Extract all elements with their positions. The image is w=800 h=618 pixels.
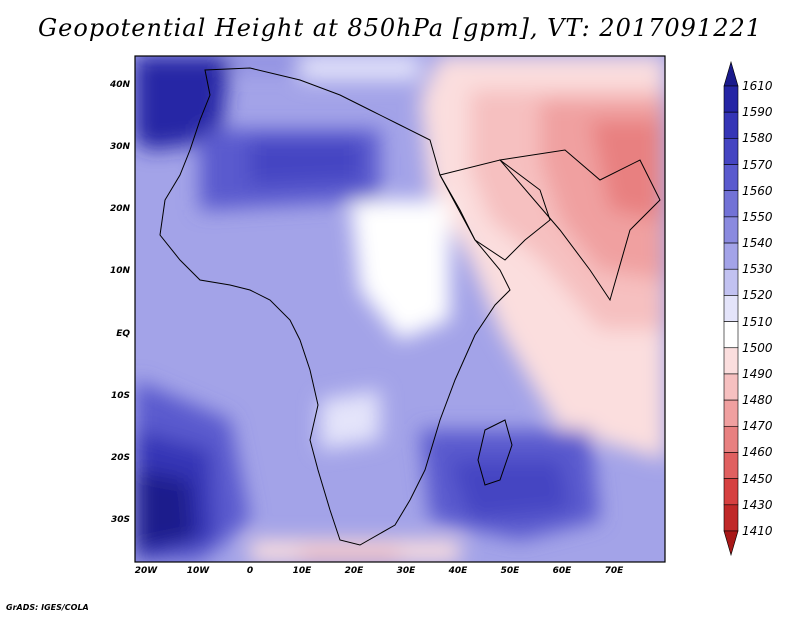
colorbar-level-label: 1460 <box>742 445 773 460</box>
colorbar-level-label: 1520 <box>742 288 773 303</box>
colorbar-level-label: 1550 <box>742 209 773 224</box>
colorbar-level-label: 1580 <box>742 131 773 146</box>
lat-label: 20S <box>110 453 130 463</box>
lon-label: 20E <box>344 566 364 576</box>
colorbar-swatch <box>723 216 739 244</box>
colorbar-cap-top <box>723 60 739 87</box>
lon-label: 30E <box>396 566 416 576</box>
colorbar-level-label: 1530 <box>742 262 773 277</box>
colorbar-swatch <box>723 295 739 322</box>
colorbar-level-label: 1540 <box>742 236 773 251</box>
coastlines <box>159 67 661 546</box>
colorbar-swatch <box>723 425 739 453</box>
lon-label: 50E <box>500 566 520 576</box>
lon-label: 40E <box>448 566 468 576</box>
lon-label: 20W <box>134 566 158 576</box>
colorbar-swatch <box>723 504 739 532</box>
colorbar <box>723 60 739 557</box>
lat-label: 40N <box>109 80 130 90</box>
lat-label: 30N <box>109 142 130 152</box>
colorbar-swatch <box>723 190 739 218</box>
lon-label: 60E <box>552 566 572 576</box>
lat-label: 30S <box>110 515 130 525</box>
colorbar-swatch <box>723 373 739 401</box>
lon-label: 10E <box>292 566 312 576</box>
lat-label: 10N <box>109 266 130 276</box>
lat-label: 10S <box>110 391 130 401</box>
colorbar-swatch <box>723 164 739 192</box>
colorbar-cap-bottom <box>723 530 739 557</box>
lon-label: 70E <box>604 566 624 576</box>
colorbar-swatch <box>723 85 739 113</box>
height-field <box>135 56 665 562</box>
colorbar-level-label: 1470 <box>742 419 773 434</box>
lon-label: 10W <box>186 566 210 576</box>
colorbar-level-label: 1570 <box>742 157 773 172</box>
map-title: Geopotential Height at 850hPa [gpm], VT:… <box>38 14 762 42</box>
colorbar-level-label: 1560 <box>742 183 773 198</box>
colorbar-level-label: 1480 <box>742 393 773 408</box>
colorbar-swatch <box>723 478 739 506</box>
colorbar-level-label: 1450 <box>742 471 773 486</box>
map-frame <box>134 55 666 563</box>
colorbar-level-label: 1610 <box>742 79 773 93</box>
madagascar <box>477 419 513 486</box>
colorbar-level-label: 1430 <box>742 497 773 512</box>
credit-text: GrADS: IGES/COLA <box>6 603 89 612</box>
colorbar-swatch <box>723 111 739 139</box>
lon-label: 0 <box>246 566 254 576</box>
colorbar-swatch <box>723 321 739 349</box>
colorbar-swatch <box>723 268 739 296</box>
colorbar-swatch <box>723 242 739 270</box>
colorbar-swatch <box>723 138 739 165</box>
lat-label: EQ <box>116 329 130 339</box>
colorbar-level-label: 1590 <box>742 105 773 120</box>
colorbar-swatch <box>723 399 739 427</box>
colorbar-level-label: 1490 <box>742 366 773 381</box>
colorbar-level-label: 1510 <box>742 314 773 329</box>
colorbar-level-label: 1410 <box>742 524 773 538</box>
colorbar-swatch <box>723 452 739 479</box>
colorbar-level-label: 1500 <box>742 340 773 355</box>
colorbar-swatch <box>723 347 739 375</box>
lat-label: 20N <box>109 204 130 214</box>
